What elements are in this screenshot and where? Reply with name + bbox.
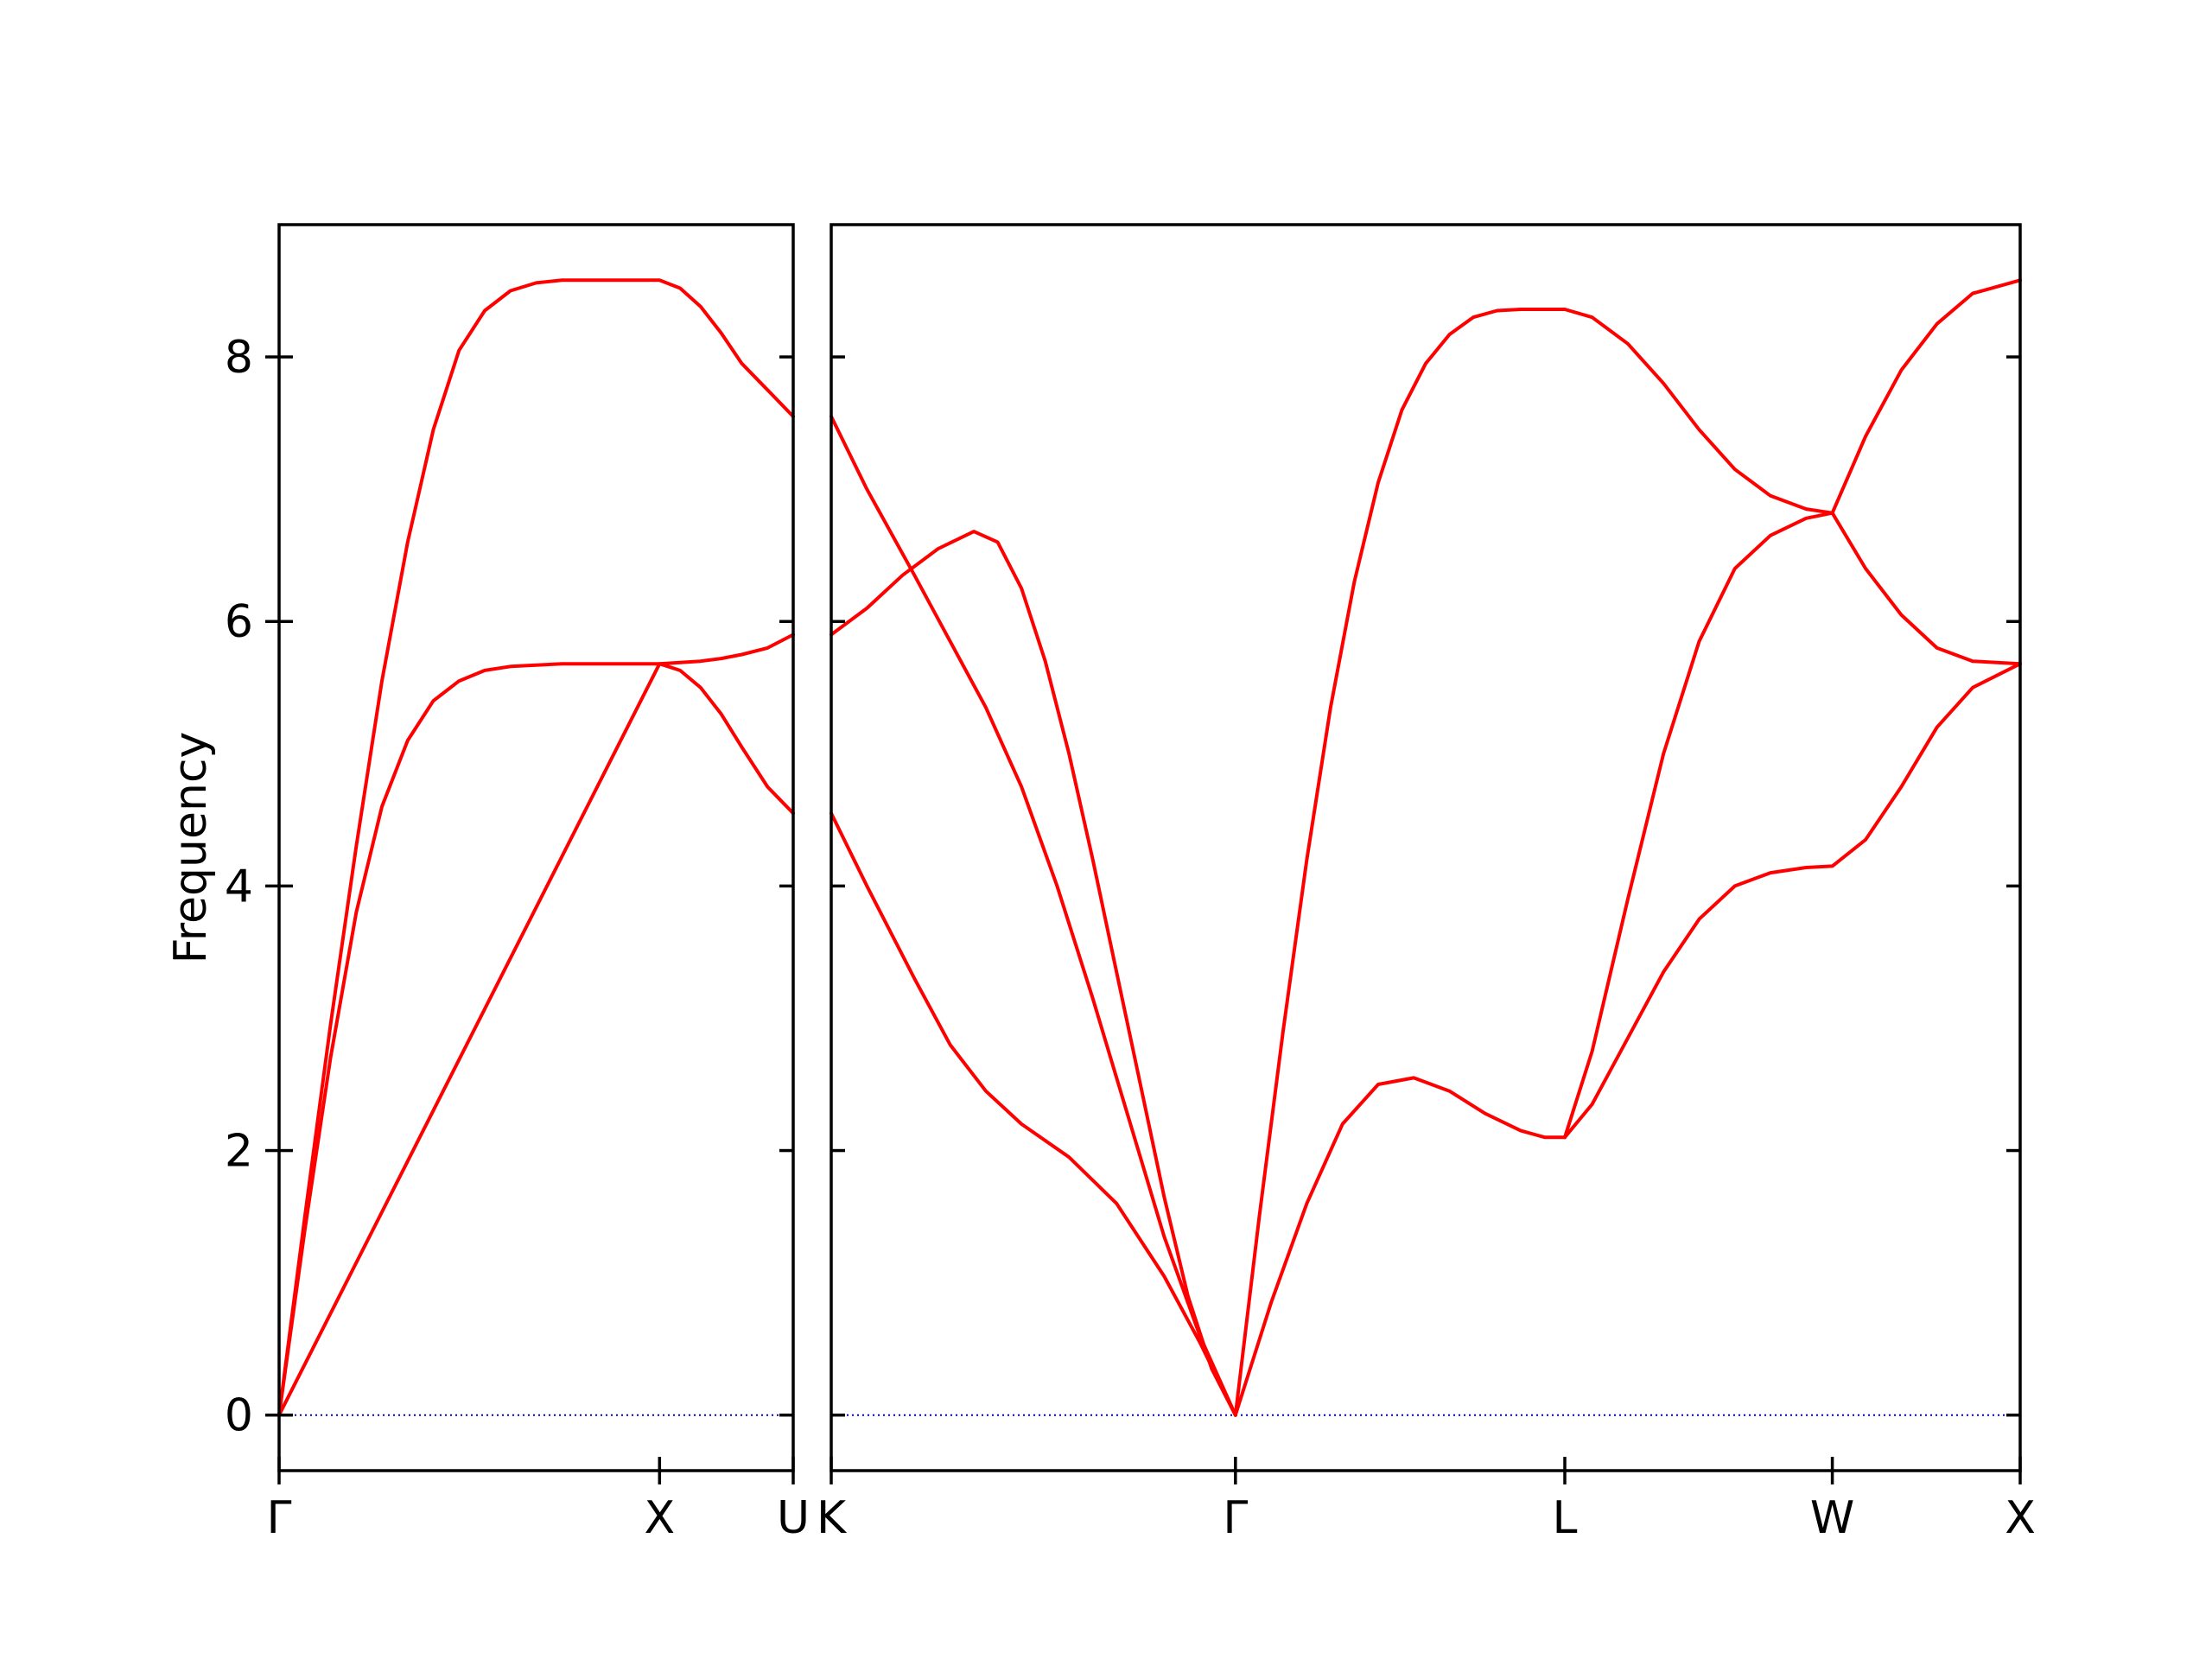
band-line-2: [277, 632, 795, 1417]
band-line-5: [1233, 308, 1567, 1417]
band-line-8: [1563, 308, 1834, 515]
band-line-9: [1830, 511, 2022, 666]
y-tick-label: 0: [225, 1390, 253, 1442]
axes-frame: [830, 223, 2022, 1472]
x-tick-label: W: [1810, 1492, 1854, 1544]
y-tick-label: 8: [225, 332, 253, 384]
x-tick-label: K: [817, 1492, 848, 1544]
y-tick-label: 4: [225, 861, 253, 912]
band-line-2: [830, 415, 1237, 1417]
band-line-3: [277, 278, 795, 1417]
y-axis-label: Frequency: [165, 732, 217, 964]
band-line-6: [1563, 662, 2022, 1140]
y-tick-label: 2: [225, 1126, 253, 1178]
x-tick-label: U: [777, 1492, 810, 1544]
band-line-1: [277, 662, 795, 1417]
x-tick-label: X: [644, 1492, 675, 1544]
panel-left: 0 2 4 6 8 Γ X U: [225, 223, 810, 1544]
x-tick-label: Γ: [267, 1492, 292, 1544]
band-line-4: [1233, 1076, 1567, 1417]
band-line-3: [830, 530, 1237, 1417]
band-line-1: [830, 811, 1237, 1417]
band-line-7: [1563, 511, 1834, 1140]
band-line-10: [1830, 278, 2022, 515]
y-tick-label: 6: [225, 596, 253, 648]
x-tick-label: L: [1552, 1492, 1577, 1544]
x-tick-label: X: [2005, 1492, 2036, 1544]
x-tick-label: Γ: [1223, 1492, 1248, 1544]
axes-frame: [277, 223, 795, 1472]
